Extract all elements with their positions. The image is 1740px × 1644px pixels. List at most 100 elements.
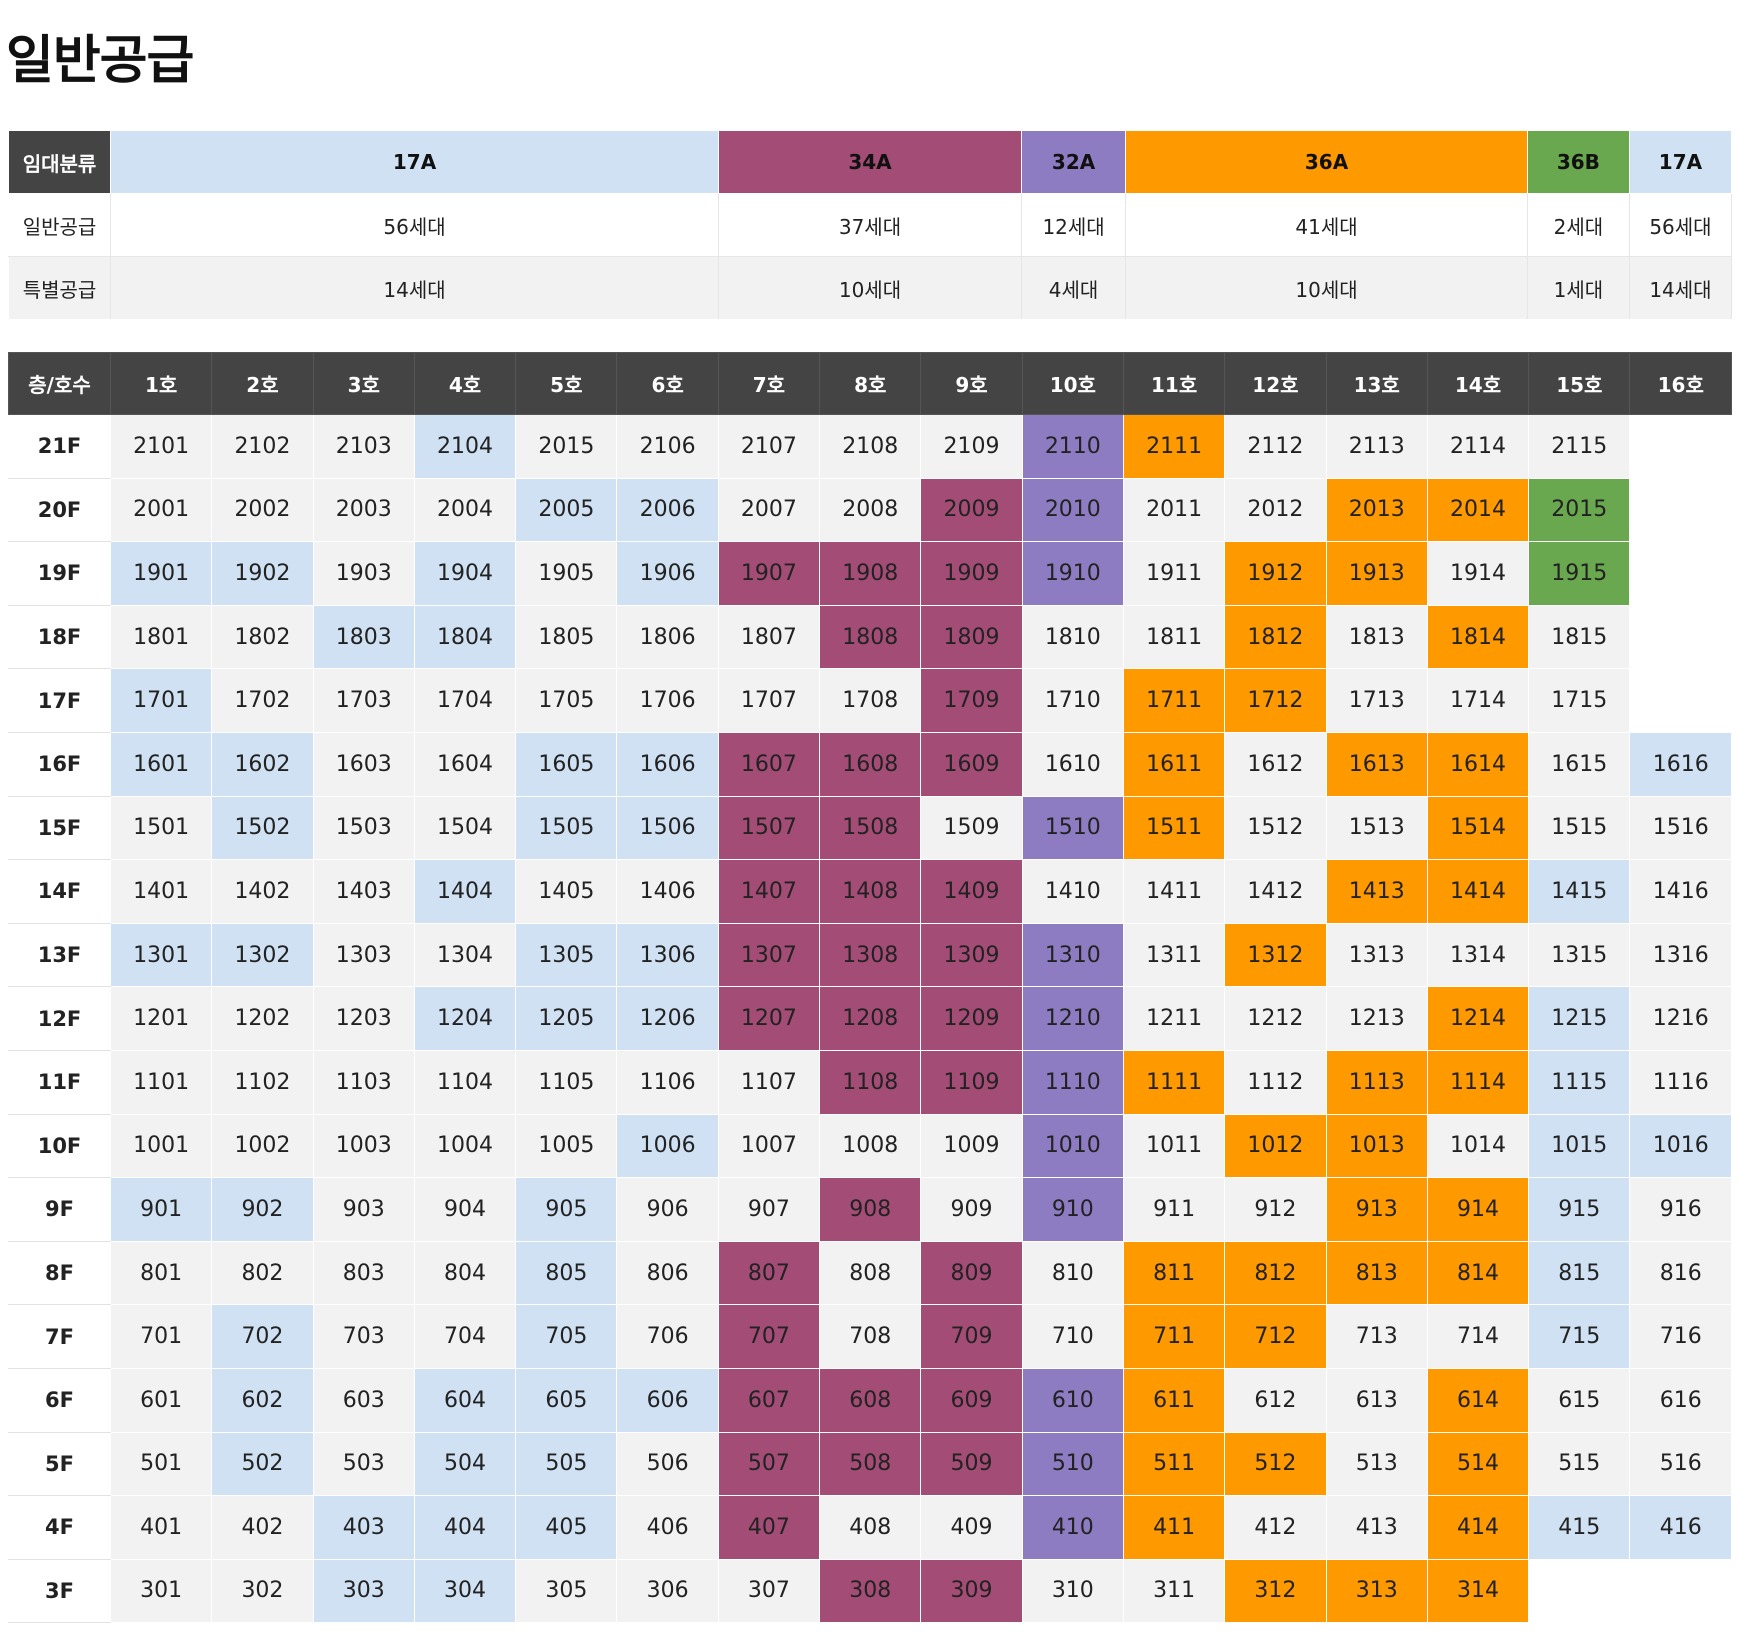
unit-cell: 708 [819, 1304, 922, 1369]
floor-label: 4F [8, 1495, 111, 1560]
floor-label: 21F [8, 414, 111, 479]
unit-cell: 2111 [1122, 414, 1226, 479]
unit-cell: 815 [1528, 1240, 1631, 1306]
unit-cell: 1106 [616, 1049, 719, 1115]
unit-cell: 1102 [211, 1049, 314, 1115]
unit-cell: 1714 [1426, 668, 1530, 733]
general-supply-count: 37세대 [718, 193, 1022, 257]
unit-cell: 1414 [1426, 859, 1530, 924]
unit-cell: 1906 [616, 541, 719, 606]
unit-cell: 609 [920, 1367, 1023, 1433]
unit-cell: 1416 [1629, 859, 1732, 924]
unit-column-header: 10호 [1021, 352, 1124, 415]
unit-cell: 1611 [1122, 731, 1226, 797]
unit-cell: 2013 [1325, 477, 1428, 543]
unit-cell: 2006 [616, 477, 719, 543]
unit-column-header: 13호 [1325, 352, 1428, 415]
unit-cell: 816 [1629, 1240, 1732, 1306]
unit-cell: 802 [211, 1240, 314, 1306]
floor-label: 3F [8, 1558, 111, 1624]
floor-row: 5F 501 502 503 504 505 506 507 508 509 510 511 512 51… [8, 1431, 1732, 1497]
unit-cell: 1204 [413, 986, 517, 1051]
unit-cell: 1516 [1629, 795, 1732, 861]
unit-cell: 1208 [819, 986, 922, 1051]
unit-cell: 416 [1629, 1495, 1732, 1560]
unit-cell: 612 [1224, 1367, 1327, 1433]
floor-row: 14F 1401 1402 1403 1404 1405 1406 1407 1408 1409 1… [8, 859, 1732, 924]
unit-cell: 2007 [717, 477, 821, 543]
unit-cell: 1615 [1528, 731, 1631, 797]
unit-cell: 1903 [312, 541, 415, 606]
floor-label: 11F [8, 1049, 111, 1115]
unit-cell: 410 [1021, 1495, 1124, 1560]
unit-cell: 810 [1021, 1240, 1124, 1306]
unit-cell: 2011 [1122, 477, 1226, 543]
unit-cell: 1401 [109, 859, 213, 924]
unit-cell: 1612 [1224, 731, 1327, 797]
unit-cell: 1305 [515, 922, 618, 988]
unit-cell: 2015 [1528, 477, 1631, 543]
unit-cell: 1710 [1021, 668, 1124, 733]
unit-cell: 2115 [1528, 414, 1631, 479]
unit-cell: 1604 [413, 731, 517, 797]
unit-cell: 1809 [920, 604, 1023, 670]
special-supply-label: 특별공급 [7, 256, 112, 320]
unit-cell: 2109 [920, 414, 1023, 479]
unit-cell: 704 [413, 1304, 517, 1369]
unit-cell: 2008 [819, 477, 922, 543]
unit-cell: 305 [515, 1558, 618, 1624]
unit-column-header: 3호 [312, 352, 415, 415]
unit-cell: 801 [109, 1240, 213, 1306]
unit-cell: 1306 [616, 922, 719, 988]
floor-label: 13F [8, 922, 111, 988]
unit-cell: 1408 [819, 859, 922, 924]
unit-cell: 1103 [312, 1049, 415, 1115]
special-supply-count: 14세대 [110, 256, 720, 320]
unit-cell: 1111 [1122, 1049, 1226, 1115]
unit-cell: 413 [1325, 1495, 1428, 1560]
unit-cell: 713 [1325, 1304, 1428, 1369]
unit-cell: 401 [109, 1495, 213, 1560]
unit-cell: 1413 [1325, 859, 1428, 924]
floor-row: 4F 401 402 403 404 405 406 407 408 409 410 411 412 41… [8, 1495, 1732, 1560]
unit-cell: 1911 [1122, 541, 1226, 606]
unit-cell: 1314 [1426, 922, 1530, 988]
unit-cell: 1511 [1122, 795, 1226, 861]
unit-cell: 915 [1528, 1177, 1631, 1242]
unit-cell: 1811 [1122, 604, 1226, 670]
unit-cell: 613 [1325, 1367, 1428, 1433]
unit-cell: 1810 [1021, 604, 1124, 670]
empty-unit-cell [1629, 414, 1732, 479]
floor-label: 17F [8, 668, 111, 733]
unit-cell: 2001 [109, 477, 213, 543]
floor-row: 11F 1101 1102 1103 1104 1105 1106 1107 1108 1109 1… [8, 1049, 1732, 1115]
unit-cell: 1003 [312, 1113, 415, 1179]
unit-cell: 1616 [1629, 731, 1732, 797]
floor-label: 20F [8, 477, 111, 543]
unit-cell: 1902 [211, 541, 314, 606]
unit-cell: 1806 [616, 604, 719, 670]
unit-cell: 1915 [1528, 541, 1631, 606]
unit-column-header: 9호 [920, 352, 1023, 415]
unit-cell: 1001 [109, 1113, 213, 1179]
unit-cell: 402 [211, 1495, 314, 1560]
unit-cell: 1504 [413, 795, 517, 861]
unit-column-header: 4호 [413, 352, 517, 415]
unit-cell: 1114 [1426, 1049, 1530, 1115]
unit-cell: 714 [1426, 1304, 1530, 1369]
unit-column-header: 14호 [1426, 352, 1530, 415]
unit-cell: 1104 [413, 1049, 517, 1115]
unit-cell: 1803 [312, 604, 415, 670]
unit-cell: 1709 [920, 668, 1023, 733]
unit-cell: 2104 [413, 414, 517, 479]
unit-cell: 1506 [616, 795, 719, 861]
unit-cell: 1407 [717, 859, 821, 924]
unit-cell: 504 [413, 1431, 517, 1497]
unit-cell: 912 [1224, 1177, 1327, 1242]
floor-row: 20F 2001 2002 2003 2004 2005 2006 2007 2008 2009 2… [8, 477, 1732, 543]
unit-cell: 1316 [1629, 922, 1732, 988]
unit-cell: 1008 [819, 1113, 922, 1179]
summary-header-row: 임대분류 17A 34A 32A 36A 36B 17A [7, 130, 1733, 194]
unit-column-header: 6호 [616, 352, 719, 415]
unit-cell: 616 [1629, 1367, 1732, 1433]
